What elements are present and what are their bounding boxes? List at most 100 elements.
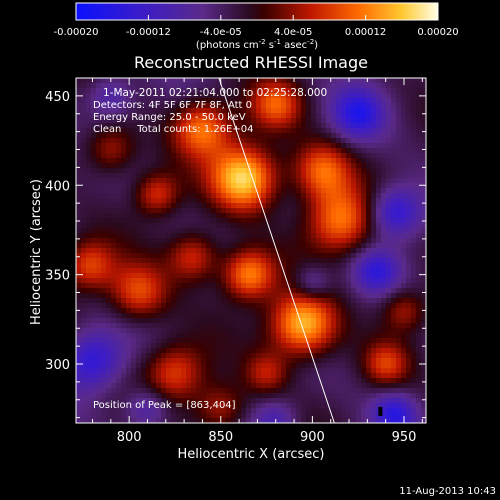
heatmap-cell — [206, 218, 212, 224]
heatmap-cell — [151, 223, 157, 229]
heatmap-cell — [126, 288, 132, 294]
heatmap-cell — [216, 118, 222, 124]
heatmap-cell — [201, 333, 207, 339]
heatmap-cell — [131, 248, 137, 254]
heatmap-cell — [336, 193, 342, 199]
heatmap-cell — [381, 193, 387, 199]
heatmap-cell — [326, 318, 332, 324]
heatmap-cell — [356, 133, 362, 139]
heatmap-cell — [371, 313, 377, 319]
heatmap-cell — [196, 168, 202, 174]
heatmap-cell — [381, 138, 387, 144]
heatmap-cell — [96, 268, 102, 274]
heatmap-cell — [191, 228, 197, 234]
heatmap-cell — [121, 83, 127, 89]
heatmap-cell — [376, 243, 382, 249]
heatmap-cell — [401, 303, 407, 309]
heatmap-cell — [86, 163, 92, 169]
heatmap-cell — [371, 208, 377, 214]
heatmap-cell — [196, 258, 202, 264]
heatmap-cell — [126, 283, 132, 289]
heatmap-cell — [106, 93, 112, 99]
heatmap-cell — [191, 293, 197, 299]
heatmap-cell — [306, 408, 312, 414]
heatmap-cell — [326, 338, 332, 344]
heatmap-cell — [196, 183, 202, 189]
heatmap-cell — [141, 278, 147, 284]
heatmap-cell — [186, 143, 192, 149]
heatmap-cell — [286, 373, 292, 379]
heatmap-cell — [296, 133, 302, 139]
heatmap-cell — [376, 273, 382, 279]
heatmap-cell — [361, 228, 367, 234]
heatmap-cell — [236, 258, 242, 264]
heatmap-cell — [391, 228, 397, 234]
heatmap-cell — [321, 258, 327, 264]
heatmap-cell — [291, 268, 297, 274]
heatmap-cell — [81, 128, 87, 134]
heatmap-cell — [136, 98, 142, 104]
heatmap-cell — [386, 278, 392, 284]
heatmap-cell — [116, 308, 122, 314]
heatmap-cell — [191, 88, 197, 94]
heatmap-cell — [151, 363, 157, 369]
heatmap-cell — [296, 228, 302, 234]
heatmap-cell — [301, 133, 307, 139]
heatmap-cell — [421, 398, 426, 404]
heatmap-cell — [411, 283, 417, 289]
heatmap-cell — [221, 233, 227, 239]
heatmap-cell — [401, 373, 407, 379]
heatmap-cell — [146, 148, 152, 154]
heatmap-cell — [311, 398, 317, 404]
heatmap-cell — [321, 333, 327, 339]
heatmap-cell — [331, 198, 337, 204]
heatmap-cell — [231, 83, 237, 89]
heatmap-cell — [111, 323, 117, 329]
heatmap-cell — [236, 148, 242, 154]
heatmap-cell — [411, 318, 417, 324]
heatmap-cell — [351, 283, 357, 289]
heatmap-cell — [141, 183, 147, 189]
heatmap-cell — [406, 208, 412, 214]
heatmap-cell — [151, 318, 157, 324]
heatmap-cell — [151, 168, 157, 174]
heatmap-cell — [261, 333, 267, 339]
heatmap-cell — [76, 108, 82, 114]
heatmap-cell — [116, 128, 122, 134]
heatmap-cell — [376, 278, 382, 284]
heatmap-cell — [171, 268, 177, 274]
heatmap-cell — [301, 273, 307, 279]
heatmap-cell — [316, 363, 322, 369]
heatmap-cell — [191, 243, 197, 249]
heatmap-cell — [176, 128, 182, 134]
heatmap-cell — [401, 153, 407, 159]
heatmap-cell — [316, 253, 322, 259]
heatmap-cell — [296, 98, 302, 104]
heatmap-cell — [311, 168, 317, 174]
heatmap-cell — [361, 343, 367, 349]
heatmap-cell — [206, 268, 212, 274]
heatmap-cell — [311, 143, 317, 149]
heatmap-cell — [146, 168, 152, 174]
heatmap-cell — [286, 263, 292, 269]
heatmap-cell — [221, 333, 227, 339]
heatmap-cell — [201, 413, 207, 419]
heatmap-cell — [266, 383, 272, 389]
heatmap-cell — [381, 158, 387, 164]
heatmap-cell — [376, 398, 382, 404]
heatmap-cell — [356, 383, 362, 389]
heatmap-cell — [121, 383, 127, 389]
heatmap-cell — [181, 93, 187, 99]
heatmap-cell — [76, 403, 82, 409]
heatmap-cell — [91, 148, 97, 154]
heatmap-cell — [96, 233, 102, 239]
heatmap-cell — [91, 398, 97, 404]
heatmap-cell — [221, 413, 227, 419]
heatmap-cell — [406, 413, 412, 419]
heatmap-cell — [381, 123, 387, 129]
heatmap-cell — [161, 358, 167, 364]
heatmap-cell — [351, 308, 357, 314]
heatmap-cell — [386, 213, 392, 219]
heatmap-cell — [396, 113, 402, 119]
heatmap-cell — [186, 308, 192, 314]
